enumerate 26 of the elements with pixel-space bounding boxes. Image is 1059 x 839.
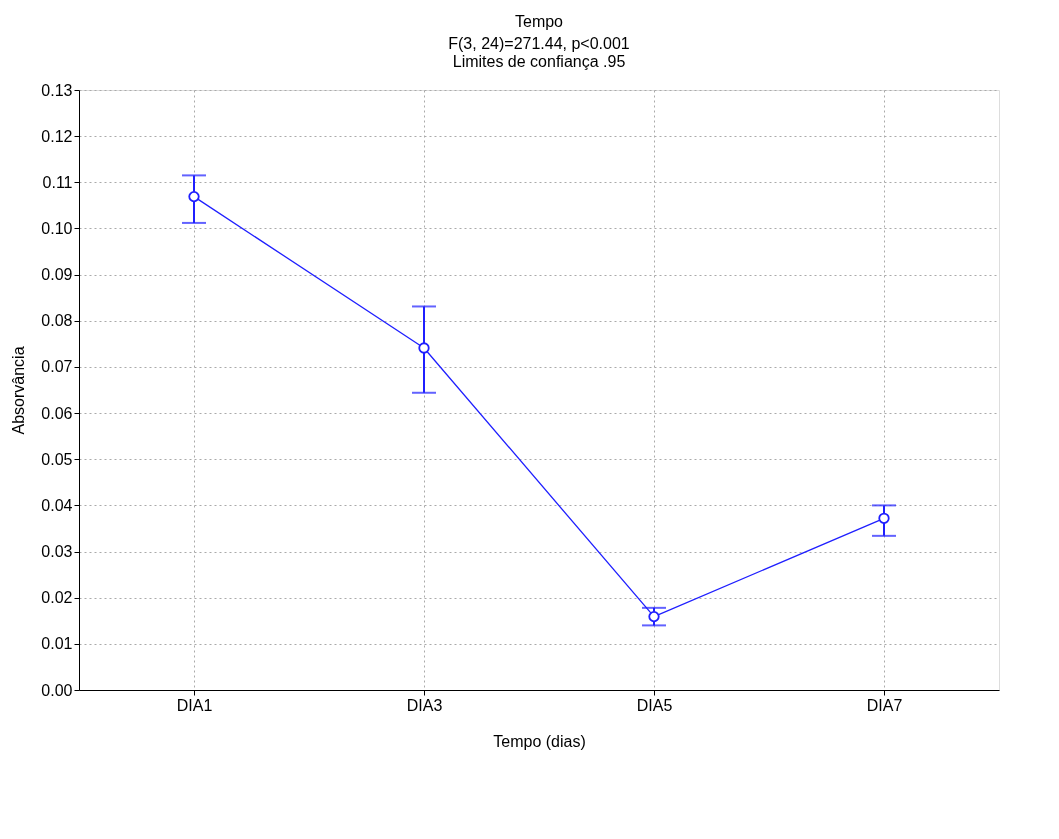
point <box>648 610 660 623</box>
y-tick-label: 0.08 <box>41 312 73 330</box>
y-tick-label: 0.12 <box>41 127 73 145</box>
x-tick-label: DIA1 <box>176 696 213 714</box>
x-tick-label: DIA7 <box>866 696 903 714</box>
y-tick-label: 0.10 <box>41 219 73 237</box>
y-tick-label: 0.01 <box>41 635 73 653</box>
y-tick-label: 0.00 <box>41 681 73 699</box>
y-tick-label: 0.05 <box>41 450 73 468</box>
y-tick-label: 0.11 <box>42 173 73 191</box>
y-axis-title: Absorvância <box>10 346 28 435</box>
y-tick-label: 0.04 <box>41 496 73 514</box>
x-axis-title: Tempo (dias) <box>493 732 586 750</box>
y-tick-label: 0.07 <box>41 358 73 376</box>
point <box>418 342 430 354</box>
y-tick-label: 0.03 <box>41 543 73 561</box>
y-tick-label: 0.09 <box>41 266 73 284</box>
y-tick-label: 0.02 <box>41 589 73 607</box>
y-tick-label: 0.13 <box>41 81 73 99</box>
chart-subtitle: F(3, 24)=271.44, p<0.001 Limites de confiança .95 <box>448 35 630 70</box>
point <box>188 190 200 203</box>
chart-title: Tempo <box>514 13 564 30</box>
point <box>878 512 890 524</box>
y-tick-label: 0.06 <box>41 404 73 422</box>
x-tick-label: DIA5 <box>636 696 673 714</box>
x-tick-label: DIA3 <box>406 696 443 714</box>
